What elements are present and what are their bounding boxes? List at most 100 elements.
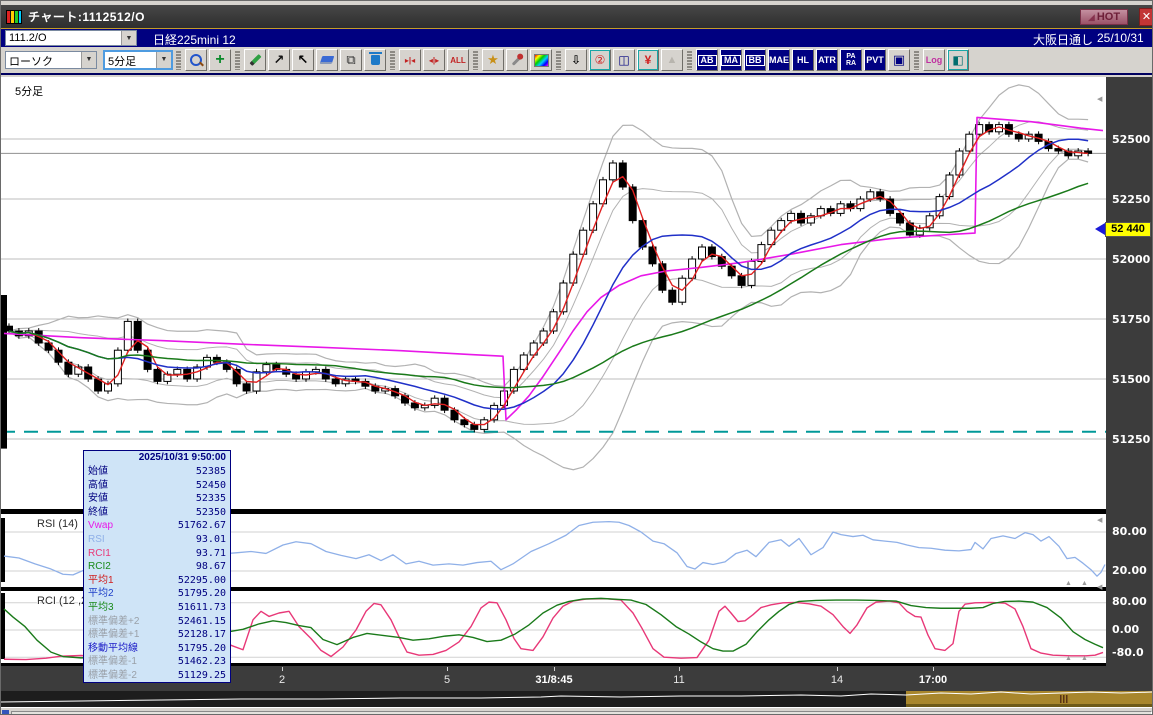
navigator-strip[interactable] (1, 691, 1153, 707)
eraser-button[interactable] (316, 49, 338, 71)
toolbar: ローソク ▼ 5分足 ▼ + ↗ ↖ ⧉ ▸|◂ ◂|▸ ALL ★ ⇩ ② ◫ ¥ ▲ AB MA BB MA… (1, 47, 1152, 75)
pencil-draw-button[interactable] (244, 49, 266, 71)
settings-button[interactable]: ★ (482, 49, 504, 71)
indicator-para-button[interactable]: PA RA (840, 49, 862, 71)
panel-split-button[interactable]: ◫ (613, 49, 635, 71)
data-save-button[interactable]: ⇩ (565, 49, 587, 71)
indicator-ab-button[interactable]: AB (696, 49, 718, 71)
tooltip-row-value: 51129.25 (177, 669, 226, 681)
time-tick-label: 31/8:45 (535, 674, 573, 686)
indicator-ma-icon: MA (721, 54, 741, 66)
tooltip-timestamp: 2025/10/31 9:50:00 (138, 452, 226, 463)
tooltip-row-value: 52295.00 (177, 574, 226, 586)
alert-button[interactable]: ▲ (661, 49, 683, 71)
tooltip-row: 標準偏差+1 52128.17 (84, 628, 230, 642)
title-bar[interactable]: チャート:1112512/O ◢ HOT ✕ (1, 5, 1152, 28)
toolbar-grip (390, 50, 395, 70)
narrow-bars-button[interactable]: ▸|◂ (399, 49, 421, 71)
collapse-left-icon[interactable]: ◀ (1097, 584, 1103, 591)
indicator-ma-button[interactable]: MA (720, 49, 742, 71)
timeframe-select[interactable]: 5分足 ▼ (103, 50, 173, 70)
compare-2-icon: ② (594, 53, 606, 67)
duplicate-chart-button[interactable]: ⧉ (340, 49, 362, 71)
pencil-draw-icon (248, 53, 262, 67)
instrument-bar: 111.2/O ▼ 日経225mini 12 大阪日通し 25/10/31 (1, 29, 1152, 47)
tooltip-row-label: 平均1 (88, 574, 114, 586)
price-axis[interactable]: 52500 52250 52000 51750 51500 51250 80.00 20.00… (1106, 77, 1152, 667)
tooltip-row: 標準偏差-2 51129.25 (84, 669, 230, 683)
compare-2-button[interactable]: ② (589, 49, 611, 71)
tooltip-row-value: 52450 (195, 479, 226, 491)
indicator-scale-label: 0.00 (1112, 623, 1140, 636)
title-underline (1, 28, 1152, 29)
tooltip-row: RCI2 98.67 (84, 560, 230, 574)
indicator-hl-button[interactable]: HL (792, 49, 814, 71)
crosshair-button[interactable]: + (209, 49, 231, 71)
log-scale-button[interactable]: Log (923, 49, 945, 71)
indicator-atr-button[interactable]: ATR (816, 49, 838, 71)
chevron-down-icon[interactable]: ▼ (81, 52, 96, 68)
window-layout-button[interactable]: ◧ (947, 49, 969, 71)
widen-bars-button[interactable]: ◂|▸ (423, 49, 445, 71)
resize-grip-icon[interactable] (2, 710, 9, 714)
delete-drawing-button[interactable] (364, 49, 386, 71)
time-tick-mark (554, 667, 555, 671)
time-tick-mark (282, 667, 283, 671)
chevron-down-icon[interactable]: ▼ (121, 31, 136, 45)
toolbar-grip (473, 50, 478, 70)
instrument-select[interactable]: 111.2/O ▼ (5, 30, 137, 46)
cursor-select-icon: ↖ (297, 52, 309, 67)
indicator-pvt-button[interactable]: PVT (864, 49, 886, 71)
properties-tool-button[interactable] (506, 49, 528, 71)
panel-divider[interactable] (1, 587, 1106, 591)
date-label: 25/10/31 (1097, 31, 1144, 45)
collapse-left-icon[interactable]: ◀ (1097, 517, 1103, 524)
trendline-button[interactable]: ↗ (268, 49, 290, 71)
time-tick-mark (447, 667, 448, 671)
navigator-visible-range[interactable] (906, 691, 1153, 707)
color-settings-button[interactable] (530, 49, 552, 71)
panel-resize-icon[interactable]: ▲ (1081, 655, 1088, 662)
time-tick-label: 17:00 (918, 674, 948, 686)
hot-button[interactable]: ◢ HOT (1080, 9, 1128, 25)
close-icon[interactable]: ✕ (1139, 8, 1152, 26)
panel-divider[interactable] (1, 509, 1106, 514)
panel-resize-icon[interactable]: ▲ (1081, 580, 1088, 587)
tooltip-row: 移動平均線 51795.20 (84, 642, 230, 656)
frame-mode-icon: ▣ (892, 52, 906, 67)
navigator-canvas (1, 691, 1153, 707)
indicator-mae-button[interactable]: MAE (768, 49, 790, 71)
show-all-bars-button[interactable]: ALL (447, 49, 469, 71)
timeframe-panel-label: 5分足 (15, 86, 44, 98)
tooltip-row-value: 52335 (195, 493, 226, 505)
panel-resize-icon[interactable]: ▲ (1065, 655, 1072, 662)
zoom-button[interactable] (185, 49, 207, 71)
toolbar-buttons: + ↗ ↖ ⧉ ▸|◂ ◂|▸ ALL ★ ⇩ ② ◫ ¥ ▲ AB MA BB MAE HL ATR PA RA PV… (173, 49, 970, 71)
cursor-select-button[interactable]: ↖ (292, 49, 314, 71)
tooltip-row-label: 平均2 (88, 588, 114, 600)
yen-scale-button[interactable]: ¥ (637, 49, 659, 71)
tooltip-rows: 始値 52385 高値 52450 安値 52335 終値 52350 Vwap 51762.67… (84, 465, 230, 683)
main-chart-canvas (1, 84, 1106, 471)
instrument-code: 111.2/O (9, 32, 47, 44)
time-tick-label: 5 (443, 674, 451, 686)
time-tick-mark (933, 667, 934, 671)
chevron-down-icon[interactable]: ▼ (156, 52, 171, 68)
indicator-para-icon: PA RA (845, 53, 857, 67)
chart-type-select[interactable]: ローソク ▼ (5, 51, 97, 69)
tooltip-row-label: 始値 (88, 466, 108, 477)
collapse-left-icon[interactable]: ◀ (1097, 96, 1103, 103)
frame-mode-button[interactable]: ▣ (888, 49, 910, 71)
price-axis-label: 51750 (1112, 313, 1151, 326)
tooltip-row-value: 93.71 (195, 547, 226, 559)
panel-resize-icon[interactable]: ▲ (1065, 580, 1072, 587)
tooltip-row-label: 標準偏差-2 (88, 669, 137, 681)
tooltip-row-value: 51611.73 (177, 601, 226, 613)
scroll-track[interactable] (11, 711, 1152, 714)
main-chart-plot[interactable] (1, 77, 1106, 509)
duplicate-chart-icon: ⧉ (346, 52, 356, 67)
chart-region: 5分足 RSI (14) RCI (12 ,26) 52500 52250 5200… (1, 77, 1153, 714)
settings-icon: ★ (487, 52, 499, 67)
indicator-bb-button[interactable]: BB (744, 49, 766, 71)
